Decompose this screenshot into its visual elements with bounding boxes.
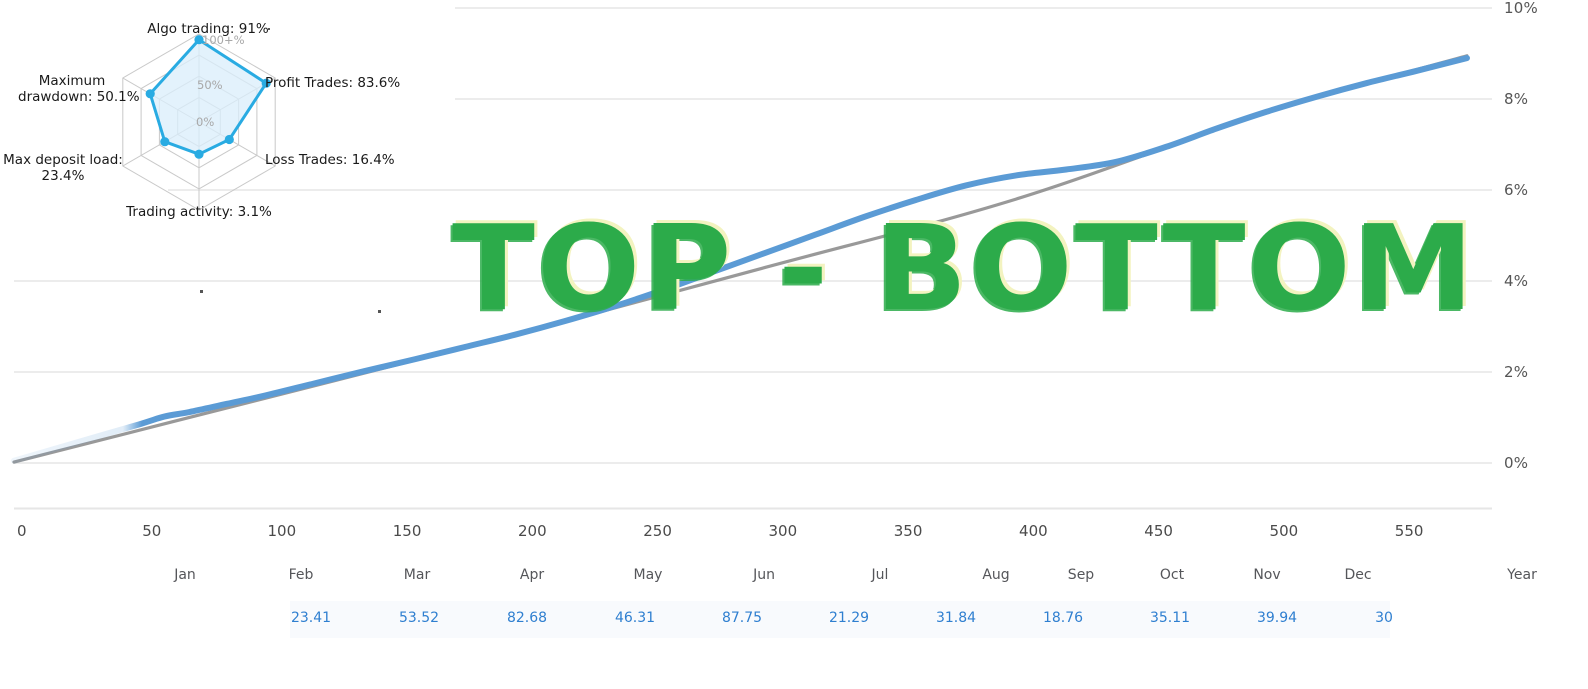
monthly-value: 21.29 <box>828 610 870 626</box>
month-label-nov: Nov <box>1253 567 1281 583</box>
month-label-feb: Feb <box>288 567 314 583</box>
monthly-value: 53.52 <box>398 610 440 626</box>
radar-label-algo-trading: Algo trading: 91% <box>147 21 269 37</box>
x-axis-tick-50: 50 <box>142 522 162 540</box>
radar-label-loss-trades: Loss Trades: 16.4% <box>265 152 395 168</box>
x-axis-tick-450: 450 <box>1144 522 1173 540</box>
month-label-sep: Sep <box>1067 567 1095 583</box>
monthly-values-strip <box>290 601 1390 638</box>
x-axis-tick-100: 100 <box>267 522 297 540</box>
radar-label-maximum-drawdown: Maximum drawdown: 50.1% <box>18 73 140 105</box>
radar-label-trading-activity: Trading activity: 3.1% <box>126 204 272 220</box>
month-label-mar: Mar <box>403 567 431 583</box>
month-label-jun: Jun <box>753 567 775 583</box>
x-axis-tick-300: 300 <box>768 522 798 540</box>
month-label-year: Year <box>1507 567 1537 583</box>
x-axis-tick-150: 150 <box>392 522 422 540</box>
radar-scale-2: 0% <box>196 115 215 129</box>
x-axis-tick-550: 550 <box>1394 522 1424 540</box>
y-axis-tick-8%: 8% <box>1504 90 1529 108</box>
statistics-radar-chart: Algo trading: 91% Profit Trades: 83.6% Los… <box>0 0 420 240</box>
monthly-value: 23.41 <box>290 610 332 626</box>
radar-polygon <box>148 38 268 156</box>
x-axis-tick-0: 0 <box>17 522 27 540</box>
y-axis-tick-0%: 0% <box>1504 454 1529 472</box>
radar-scale-1: 50% <box>197 78 223 92</box>
x-axis-tick-200: 200 <box>518 522 547 540</box>
radar-scale-0: 100+% <box>202 33 245 47</box>
month-label-jan: Jan <box>174 567 196 583</box>
month-label-oct: Oct <box>1159 567 1185 583</box>
watermark-text: TOP - BOTTOM <box>452 199 1476 337</box>
radar-svg <box>122 33 276 211</box>
month-label-may: May <box>633 567 663 583</box>
monthly-value: 30 <box>1375 610 1393 626</box>
x-axis-tick-500: 500 <box>1269 522 1299 540</box>
y-axis-tick-6%: 6% <box>1504 181 1529 199</box>
artifact-speck <box>200 290 203 293</box>
month-label-aug: Aug <box>982 567 1010 583</box>
radar-vertex-dots <box>145 35 271 159</box>
artifact-speck <box>378 310 381 313</box>
monthly-value: 82.68 <box>506 610 548 626</box>
chart-gridlines <box>14 7 1492 464</box>
x-axis-tick-250: 250 <box>643 522 672 540</box>
monthly-value: 39.94 <box>1256 610 1298 626</box>
month-label-apr: Apr <box>519 567 545 583</box>
month-label-dec: Dec <box>1344 567 1372 583</box>
month-label-jul: Jul <box>871 567 889 583</box>
y-axis-tick-2%: 2% <box>1504 363 1529 381</box>
monthly-value: 31.84 <box>935 610 977 626</box>
radar-label-max-deposit-load: Max deposit load: 23.4% <box>3 152 123 184</box>
chart-series-layer <box>11 54 1470 464</box>
x-axis-tick-400: 400 <box>1019 522 1048 540</box>
radar-label-profit-trades: Profit Trades: 83.6% <box>265 75 401 91</box>
x-axis-tick-350: 350 <box>893 522 923 540</box>
y-axis-tick-4%: 4% <box>1504 272 1529 290</box>
monthly-value: 18.76 <box>1042 610 1084 626</box>
monthly-value: 46.31 <box>614 610 656 626</box>
monthly-value: 35.11 <box>1149 610 1191 626</box>
y-axis-tick-10%: 10% <box>1504 0 1538 17</box>
artifact-speck <box>268 28 270 30</box>
monthly-value: 87.75 <box>721 610 763 626</box>
